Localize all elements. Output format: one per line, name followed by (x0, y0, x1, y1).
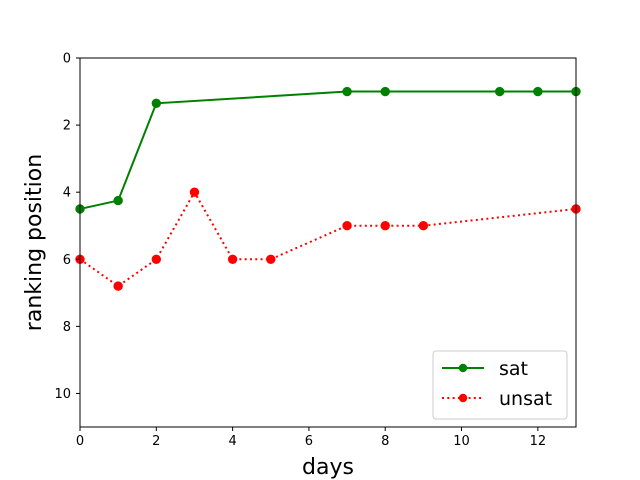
y-tick-label: 6 (63, 253, 71, 268)
plot-frame (79, 57, 577, 428)
x-tick-label: 6 (305, 434, 313, 449)
x-tick-label: 12 (530, 434, 547, 449)
legend-item-unsat: unsat (442, 388, 552, 410)
x-tick-label: 10 (453, 434, 470, 449)
y-tick-label: 10 (54, 387, 71, 402)
data-point-sat (533, 86, 543, 97)
data-point-sat (342, 86, 352, 97)
x-axis-title: days (302, 455, 354, 480)
data-point-unsat (227, 254, 238, 264)
legend-marker-sat (458, 363, 468, 373)
series-sat (75, 86, 581, 214)
x-tick-label: 2 (152, 434, 160, 449)
legend-label-sat: sat (499, 358, 528, 380)
x-axis: 0 2 4 6 8 10 12 (76, 427, 546, 449)
x-tick-label: 4 (228, 434, 236, 449)
y-tick-label: 8 (63, 320, 71, 335)
data-point-unsat (189, 187, 200, 197)
data-point-unsat (151, 254, 162, 264)
data-point-sat (380, 86, 390, 97)
x-tick-label: 0 (76, 434, 84, 449)
legend-item-sat: sat (442, 358, 528, 380)
data-point-unsat (266, 254, 276, 264)
data-point-sat (494, 86, 505, 97)
legend-marker-unsat (458, 393, 468, 403)
y-tick-label: 4 (63, 186, 71, 201)
data-point-unsat (113, 281, 123, 291)
series-layer (75, 86, 581, 291)
series-line-unsat (79, 190, 577, 288)
data-point-sat (113, 195, 123, 206)
legend: sat unsat (432, 350, 568, 420)
data-point-unsat (418, 221, 429, 231)
data-point-sat (151, 98, 162, 108)
legend-label-unsat: unsat (499, 388, 552, 410)
data-point-unsat (342, 221, 352, 231)
y-tick-label: 0 (63, 52, 71, 67)
y-axis-title: ranking position (22, 154, 47, 331)
y-tick-label: 2 (63, 119, 71, 134)
x-tick-label: 8 (381, 434, 389, 449)
data-point-unsat (380, 221, 390, 231)
y-axis: 0 2 4 6 8 10 (54, 52, 80, 402)
series-line-sat (79, 90, 576, 210)
